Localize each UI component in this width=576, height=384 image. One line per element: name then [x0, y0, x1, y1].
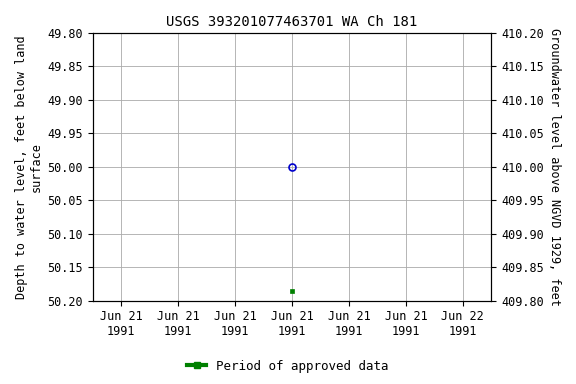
Legend: Period of approved data: Period of approved data	[183, 355, 393, 378]
Y-axis label: Depth to water level, feet below land
surface: Depth to water level, feet below land su…	[15, 35, 43, 299]
Y-axis label: Groundwater level above NGVD 1929, feet: Groundwater level above NGVD 1929, feet	[548, 28, 561, 306]
Title: USGS 393201077463701 WA Ch 181: USGS 393201077463701 WA Ch 181	[166, 15, 418, 29]
